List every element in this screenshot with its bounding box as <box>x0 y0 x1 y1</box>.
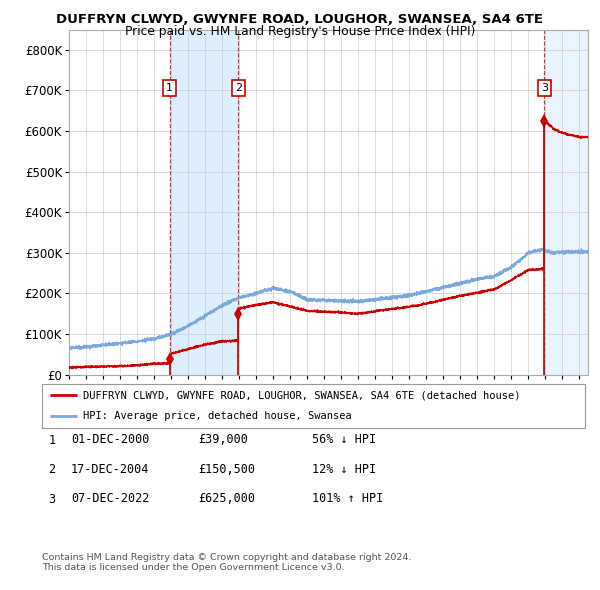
Text: 1: 1 <box>49 434 55 447</box>
Text: DUFFRYN CLWYD, GWYNFE ROAD, LOUGHOR, SWANSEA, SA4 6TE: DUFFRYN CLWYD, GWYNFE ROAD, LOUGHOR, SWA… <box>56 13 544 26</box>
Text: £625,000: £625,000 <box>198 492 255 505</box>
Text: 101% ↑ HPI: 101% ↑ HPI <box>312 492 383 505</box>
Text: 01-DEC-2000: 01-DEC-2000 <box>71 433 149 446</box>
Text: This data is licensed under the Open Government Licence v3.0.: This data is licensed under the Open Gov… <box>42 563 344 572</box>
Text: 17-DEC-2004: 17-DEC-2004 <box>71 463 149 476</box>
Text: £150,500: £150,500 <box>198 463 255 476</box>
Bar <box>544 30 588 375</box>
Text: Price paid vs. HM Land Registry's House Price Index (HPI): Price paid vs. HM Land Registry's House … <box>125 25 475 38</box>
Text: 56% ↓ HPI: 56% ↓ HPI <box>312 433 376 446</box>
Text: 2: 2 <box>235 83 242 93</box>
Text: 12% ↓ HPI: 12% ↓ HPI <box>312 463 376 476</box>
Text: 3: 3 <box>49 493 55 506</box>
Text: £39,000: £39,000 <box>198 433 248 446</box>
Text: DUFFRYN CLWYD, GWYNFE ROAD, LOUGHOR, SWANSEA, SA4 6TE (detached house): DUFFRYN CLWYD, GWYNFE ROAD, LOUGHOR, SWA… <box>83 391 520 401</box>
Text: HPI: Average price, detached house, Swansea: HPI: Average price, detached house, Swan… <box>83 411 352 421</box>
Text: 07-DEC-2022: 07-DEC-2022 <box>71 492 149 505</box>
Text: 2: 2 <box>49 463 55 477</box>
Text: 3: 3 <box>541 83 548 93</box>
Text: Contains HM Land Registry data © Crown copyright and database right 2024.: Contains HM Land Registry data © Crown c… <box>42 553 412 562</box>
Bar <box>170 30 238 375</box>
Text: 1: 1 <box>166 83 173 93</box>
